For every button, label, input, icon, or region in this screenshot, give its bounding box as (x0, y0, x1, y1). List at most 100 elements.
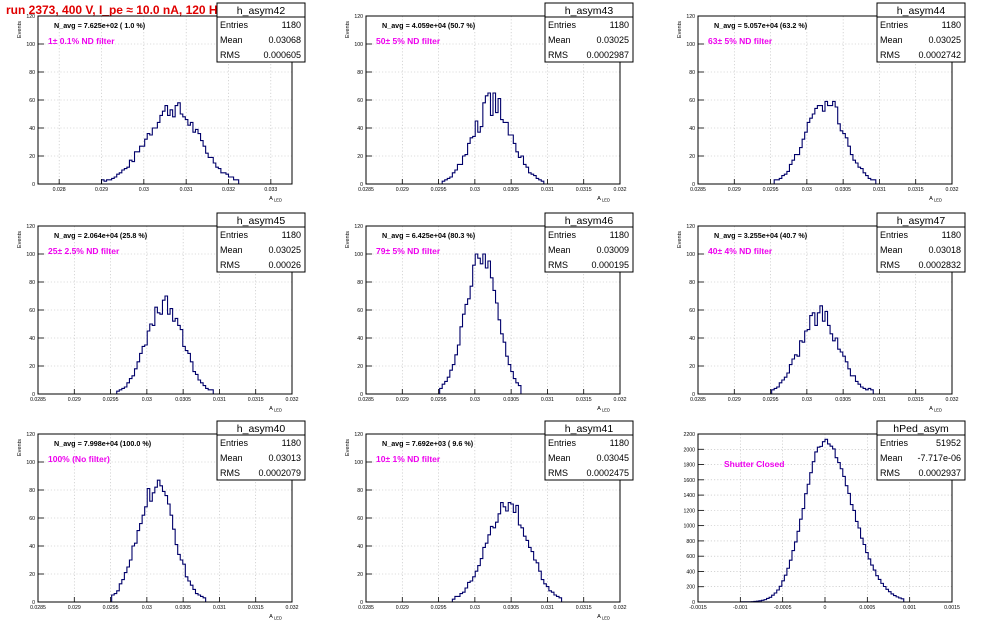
histogram-panel-4: 0.0285 0.029 0.0295 0.03 0.0305 0.031 0.0315 0.… (345, 212, 634, 413)
x-tick-label: 0.031 (180, 187, 193, 193)
y-tick-label: 800 (686, 539, 695, 545)
stats-label: Mean (880, 35, 903, 45)
histogram-series (38, 479, 292, 603)
stats-value: 1180 (282, 438, 301, 448)
histogram-panel-6: 0.0285 0.029 0.0295 0.03 0.0305 0.031 0.0315 0.… (17, 420, 306, 621)
y-tick-label: 0 (692, 182, 695, 188)
stats-value: 0.00026 (268, 260, 301, 270)
x-tick-label: 0.03 (139, 187, 149, 193)
x-axis-label: ALED (269, 196, 282, 203)
x-tick-label: 0.0295 (763, 187, 779, 193)
stats-label: Mean (880, 245, 903, 255)
x-tick-label: 0.031 (541, 187, 554, 193)
x-tick-label: 0.0015 (944, 605, 960, 611)
histogram-panel-1: 0.0285 0.029 0.0295 0.03 0.0305 0.031 0.0315 0.… (345, 2, 634, 203)
x-tick-label: 0.029 (95, 187, 108, 193)
stats-value: 1180 (610, 20, 629, 30)
stats-box-frame (876, 212, 966, 273)
histogram-panel-5: 0.0285 0.029 0.0295 0.03 0.0305 0.031 0.0315 0.… (677, 212, 966, 413)
y-tick-label: 20 (357, 154, 363, 160)
filter-label: 79± 5% ND filter (376, 246, 441, 256)
x-tick-label: 0.032 (614, 187, 627, 193)
x-tick-label: 0.0285 (30, 605, 46, 611)
x-axis-label: ALED (269, 406, 282, 413)
y-tick-label: 400 (686, 569, 695, 575)
x-tick-label: 0.029 (396, 187, 409, 193)
y-tick-label: 60 (357, 98, 363, 104)
stats-box: h_asym40 Entries 1180 Mean 0.03013 RMS 0.00020… (216, 420, 306, 481)
y-tick-label: 0 (360, 392, 363, 398)
stats-box-title: h_asym41 (565, 423, 614, 435)
stats-box: h_asym41 Entries 1180 Mean 0.03045 RMS 0.00024… (544, 420, 634, 481)
y-tick-label: 120 (26, 14, 35, 20)
y-tick-label: 20 (689, 364, 695, 370)
stats-box: h_asym46 Entries 1180 Mean 0.03009 RMS 0.00019… (544, 212, 634, 273)
y-tick-label: 100 (26, 460, 35, 466)
y-tick-label: 1600 (683, 478, 695, 484)
stats-label: RMS (220, 468, 240, 478)
x-tick-label: 0.0285 (358, 605, 374, 611)
x-tick-label: 0.0285 (30, 397, 46, 403)
y-axis-label: Events (17, 21, 23, 38)
histogram-series (38, 102, 292, 185)
x-tick-label: 0.0285 (690, 397, 706, 403)
navg-annotation: N_avg = 6.425e+04 (80.3 %) (382, 231, 476, 240)
y-tick-label: 40 (29, 126, 35, 132)
stats-value: 0.000195 (591, 260, 629, 270)
y-tick-label: 20 (357, 572, 363, 578)
y-tick-label: 600 (686, 554, 695, 560)
x-tick-label: 0.0295 (431, 605, 447, 611)
x-tick-label: 0.029 (68, 397, 81, 403)
navg-annotation: N_avg = 5.057e+04 (63.2 %) (714, 21, 808, 30)
y-tick-label: 120 (26, 224, 35, 230)
histogram-panel-2: 0.0285 0.029 0.0295 0.03 0.0305 0.031 0.0315 0.… (677, 2, 966, 203)
x-tick-label: 0.0305 (503, 187, 519, 193)
y-tick-label: 80 (357, 70, 363, 76)
y-tick-label: 80 (29, 280, 35, 286)
stats-label: Entries (548, 230, 577, 240)
stats-label: RMS (548, 468, 568, 478)
y-tick-label: 0 (360, 600, 363, 606)
stats-value: 0.03025 (596, 35, 629, 45)
y-tick-label: 100 (26, 42, 35, 48)
stats-label: Mean (548, 35, 571, 45)
x-tick-label: 0.0305 (835, 397, 851, 403)
y-axis-label: Events (345, 439, 351, 456)
histogram-series (698, 100, 952, 185)
y-tick-label: 0 (692, 392, 695, 398)
stats-value: 0.03045 (596, 453, 629, 463)
histogram-panel-8: -0.0015 -0.001 -0.0005 0 0.0005 0.001 0.0015 0 2… (683, 420, 966, 611)
y-tick-label: 120 (354, 224, 363, 230)
stats-value: 0.000605 (263, 50, 301, 60)
x-tick-label: 0.0305 (503, 605, 519, 611)
histogram-series (366, 92, 620, 185)
stats-box-frame (544, 212, 634, 273)
y-tick-label: 100 (354, 42, 363, 48)
histogram-series (38, 295, 292, 395)
y-tick-label: 40 (357, 126, 363, 132)
y-tick-label: 20 (689, 154, 695, 160)
stats-label: Mean (220, 35, 243, 45)
x-axis-label: ALED (929, 196, 942, 203)
stats-box: h_asym45 Entries 1180 Mean 0.03025 RMS 0.00026 (216, 212, 306, 273)
x-tick-label: 0.0295 (103, 397, 119, 403)
filter-label: Shutter Closed (724, 459, 784, 469)
stats-value: 1180 (610, 438, 629, 448)
y-tick-label: 80 (357, 280, 363, 286)
y-tick-label: 20 (29, 154, 35, 160)
x-tick-label: 0.001 (903, 605, 916, 611)
y-tick-label: 80 (689, 280, 695, 286)
stats-label: RMS (880, 260, 900, 270)
y-tick-label: 20 (357, 364, 363, 370)
stats-label: RMS (880, 50, 900, 60)
y-tick-label: 0 (32, 182, 35, 188)
y-tick-label: 1400 (683, 493, 695, 499)
y-tick-label: 0 (32, 600, 35, 606)
stats-box-frame (876, 420, 966, 481)
x-tick-label: 0.0305 (175, 605, 191, 611)
x-tick-label: 0.031 (541, 397, 554, 403)
stats-box-title: h_asym43 (565, 5, 614, 17)
y-tick-label: 40 (689, 126, 695, 132)
x-tick-label: 0.0285 (358, 187, 374, 193)
